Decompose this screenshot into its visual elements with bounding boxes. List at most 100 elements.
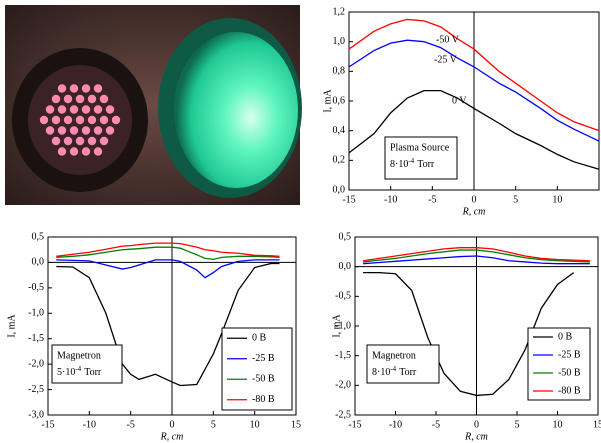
pressure-base: 8·10 — [372, 367, 390, 378]
x-tick-label: -10 — [83, 419, 96, 430]
led — [87, 136, 97, 146]
led — [51, 115, 61, 125]
y-tick-label: -2,5 — [335, 409, 351, 420]
annotation-title: Magnetron — [372, 350, 416, 361]
series-line — [348, 39, 600, 142]
led — [99, 115, 109, 125]
series-line — [56, 246, 280, 261]
y-tick-label: 0,5 — [339, 231, 352, 242]
x-tick-label: -5 — [126, 419, 134, 430]
chart: 0,5 0,0 -0,5 -1,0 -1,5 -2,0 -2,5 -3,0-15 -10 -5 0 5… — [6, 231, 301, 442]
pressure-exponent: -4 — [75, 365, 81, 373]
y-tick-label: 0,5 — [32, 231, 45, 242]
annotation-pressure: 8·10-4 Torr — [372, 365, 417, 379]
y-tick-label: 0,0 — [32, 257, 45, 268]
x-tick-label: 15 — [291, 419, 301, 430]
annotation-box — [384, 136, 458, 180]
chart: 0,5 0,0 -0,5 -1,0 -1,5 -2,0 -2,5-15 -10 -5 0 5 10 15… — [331, 231, 601, 442]
led — [105, 126, 115, 135]
series-line — [56, 262, 280, 387]
x-tick-label: 10 — [553, 419, 563, 430]
y-tick-label: -0,5 — [28, 282, 44, 293]
led — [93, 147, 103, 156]
x-tick-label: -15 — [41, 419, 54, 430]
legend-box — [221, 327, 293, 411]
series-line — [56, 242, 280, 257]
series-label: -25 V — [434, 54, 458, 65]
led — [45, 105, 55, 114]
y-tick-label: 0,6 — [333, 95, 346, 106]
led — [87, 94, 97, 104]
annotation-title: Plasma Source — [390, 142, 450, 153]
series-label: -50 V — [436, 34, 460, 45]
led — [87, 115, 97, 125]
series-line — [348, 18, 600, 132]
series-label: 0 V — [452, 95, 467, 106]
led — [63, 94, 73, 104]
legend-label: -25 B — [558, 349, 581, 360]
led — [81, 126, 91, 135]
pressure-exponent: -4 — [408, 157, 414, 165]
photo — [5, 5, 302, 205]
y-axis-label: I, mA — [331, 314, 342, 338]
series-line — [348, 89, 600, 170]
led — [99, 94, 109, 104]
led — [39, 115, 49, 125]
y-tick-label: 0,2 — [333, 155, 346, 166]
led — [69, 126, 79, 135]
y-tick-label: -0,5 — [335, 291, 351, 302]
x-axis-label: R, cm — [160, 431, 184, 442]
led — [57, 105, 67, 114]
x-tick-label: 0 — [472, 194, 477, 205]
legend-label: -50 B — [558, 367, 581, 378]
led — [105, 105, 115, 114]
y-axis-label: I, mA — [6, 314, 17, 338]
led — [81, 147, 91, 156]
x-tick-label: 0 — [170, 419, 175, 430]
x-tick-label: -5 — [432, 419, 440, 430]
legend-box — [527, 327, 591, 401]
led — [51, 94, 61, 104]
x-axis-label: R, cm — [462, 206, 486, 217]
x-tick-label: -15 — [342, 194, 355, 205]
led — [111, 115, 121, 125]
series-line — [363, 249, 590, 263]
annotation-box — [366, 344, 440, 384]
pressure-base: 8·10 — [390, 159, 408, 170]
green-lamp — [174, 32, 298, 188]
led — [75, 115, 85, 125]
legend-label: -50 B — [252, 374, 275, 385]
x-tick-label: 10 — [552, 194, 562, 205]
y-tick-label: -1,0 — [28, 308, 44, 319]
x-tick-label: -5 — [428, 194, 436, 205]
x-tick-label: 15 — [593, 419, 601, 430]
led — [93, 126, 103, 135]
y-tick-label: 1,0 — [333, 36, 346, 47]
y-axis-label: I, mA — [322, 89, 333, 113]
y-tick-label: -1,5 — [28, 333, 44, 344]
led — [75, 94, 85, 104]
led — [81, 84, 91, 93]
legend-label: 0 B — [558, 331, 573, 342]
series-line — [363, 255, 590, 265]
led — [57, 84, 67, 93]
x-tick-label: 10 — [250, 419, 260, 430]
legend-label: -25 B — [252, 353, 275, 364]
y-tick-label: -1,5 — [335, 350, 351, 361]
x-tick-label: 0 — [474, 419, 479, 430]
x-tick-label: 5 — [211, 419, 216, 430]
x-tick-label: 5 — [513, 194, 518, 205]
y-tick-label: -1,0 — [335, 320, 351, 331]
x-tick-label: -10 — [389, 419, 402, 430]
led — [69, 84, 79, 93]
y-tick-label: 0,4 — [333, 125, 346, 136]
pressure-base: 5·10 — [57, 367, 75, 378]
led — [99, 136, 109, 146]
annotation-box — [51, 344, 123, 384]
y-tick-label: 0,0 — [339, 261, 352, 272]
led — [57, 147, 67, 156]
legend-label: 0 B — [252, 333, 267, 344]
annotation-pressure: 5·10-4 Torr — [57, 365, 102, 379]
x-axis-label: R, cm — [464, 431, 488, 442]
pressure-unit: Torr — [399, 367, 417, 378]
